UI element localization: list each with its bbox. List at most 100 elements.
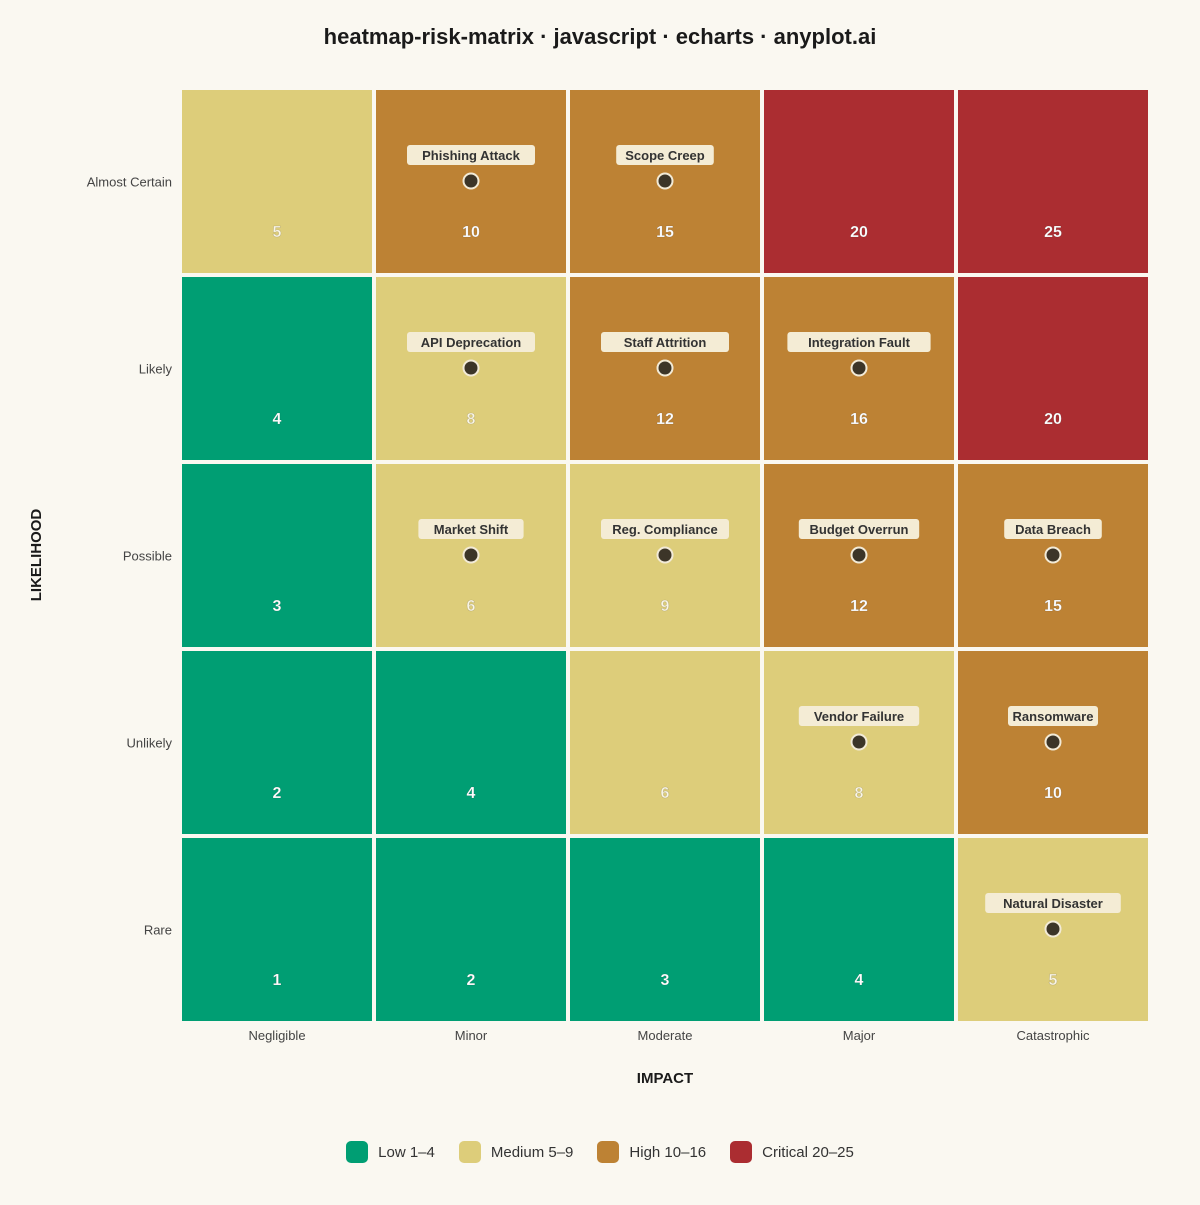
risk-point[interactable]	[656, 172, 674, 190]
risk-marker[interactable]: Data Breach	[1004, 519, 1102, 564]
risk-label: Scope Creep	[625, 148, 705, 163]
risk-point[interactable]	[1044, 920, 1062, 938]
risk-markers: Phishing Attack Scope Creep API Deprecatio…	[407, 145, 1121, 938]
cell-score-label: 15	[656, 224, 674, 241]
risk-point[interactable]	[462, 359, 480, 377]
legend-item[interactable]: High 10–16	[597, 1141, 706, 1163]
risk-point[interactable]	[850, 546, 868, 564]
matrix-cell	[764, 838, 954, 1021]
x-axis-ticks: Negligible Minor Moderate Major Catastrophic	[248, 1028, 1090, 1043]
y-tick-label: Unlikely	[126, 736, 172, 751]
risk-marker[interactable]: Scope Creep	[616, 145, 714, 190]
y-tick-label: Likely	[139, 362, 173, 377]
risk-marker[interactable]: Integration Fault	[787, 332, 931, 377]
cell-score-label: 1	[273, 972, 282, 989]
risk-label: Market Shift	[434, 522, 509, 537]
risk-label: Budget Overrun	[810, 522, 909, 537]
risk-label-box	[601, 519, 729, 539]
x-axis-title: IMPACT	[637, 1070, 693, 1087]
risk-marker[interactable]: Ransomware	[1008, 706, 1098, 751]
risk-point[interactable]	[850, 359, 868, 377]
risk-marker[interactable]: Market Shift	[418, 519, 524, 564]
risk-point[interactable]	[462, 172, 480, 190]
y-axis-title: LIKELIHOOD	[28, 509, 45, 602]
risk-point[interactable]	[656, 546, 674, 564]
risk-label-box	[407, 145, 535, 165]
matrix-cell	[182, 838, 372, 1021]
risk-label: Staff Attrition	[624, 335, 707, 350]
matrix-cell	[182, 277, 372, 460]
cell-score-label: 5	[273, 224, 282, 241]
legend: Low 1–4 Medium 5–9 High 10–16 Critical 20–2…	[0, 1141, 1200, 1163]
risk-label: Ransomware	[1013, 709, 1094, 724]
legend-item[interactable]: Critical 20–25	[730, 1141, 854, 1163]
risk-label-box	[798, 706, 920, 726]
risk-marker[interactable]: API Deprecation	[407, 332, 535, 377]
risk-label: Integration Fault	[808, 335, 911, 350]
cell-score-label: 3	[273, 598, 282, 615]
legend-item[interactable]: Medium 5–9	[458, 1141, 573, 1163]
legend-swatch	[346, 1141, 369, 1163]
legend-label: Critical 20–25	[762, 1143, 854, 1161]
y-tick-label: Rare	[144, 923, 172, 938]
risk-label-box	[1004, 519, 1102, 539]
matrix-cell	[958, 90, 1148, 273]
cell-score-label: 25	[1044, 224, 1062, 241]
x-tick-label: Negligible	[248, 1028, 305, 1043]
risk-point[interactable]	[850, 733, 868, 751]
x-tick-label: Minor	[455, 1028, 488, 1043]
cell-score-label: 6	[661, 785, 670, 802]
matrix-cell	[958, 277, 1148, 460]
matrix-cell	[376, 838, 566, 1021]
risk-point[interactable]	[656, 359, 674, 377]
risk-marker[interactable]: Reg. Compliance	[601, 519, 729, 564]
legend-swatch	[730, 1141, 753, 1163]
x-tick-label: Moderate	[638, 1028, 693, 1043]
risk-label-box	[787, 332, 931, 352]
y-axis-ticks: Almost Certain Likely Possible Unlikely Rare	[87, 175, 173, 938]
matrix-cell	[182, 651, 372, 834]
cell-score-label: 9	[661, 598, 670, 615]
risk-label-box	[616, 145, 714, 165]
cell-score-label: 12	[850, 598, 868, 615]
matrix-cell	[570, 838, 760, 1021]
risk-label-box	[1008, 706, 1098, 726]
risk-label: Data Breach	[1015, 522, 1091, 537]
risk-point[interactable]	[1044, 546, 1062, 564]
matrix-cell	[764, 90, 954, 273]
risk-label: API Deprecation	[421, 335, 521, 350]
y-tick-label: Almost Certain	[87, 175, 172, 190]
risk-marker[interactable]: Vendor Failure	[798, 706, 920, 751]
risk-label-box	[407, 332, 535, 352]
legend-label: Low 1–4	[378, 1143, 435, 1161]
risk-label-box	[985, 893, 1121, 913]
cell-score-label: 10	[1044, 785, 1062, 802]
risk-point[interactable]	[462, 546, 480, 564]
cell-score-label: 5	[1049, 972, 1058, 989]
risk-marker[interactable]: Natural Disaster	[985, 893, 1121, 938]
legend-swatch	[597, 1141, 620, 1163]
cell-score-label: 4	[467, 785, 476, 802]
risk-marker[interactable]: Staff Attrition	[601, 332, 729, 377]
cell-score-label: 2	[467, 972, 476, 989]
cell-score-label: 3	[661, 972, 670, 989]
matrix-cell	[182, 90, 372, 273]
cell-score-label: 4	[855, 972, 864, 989]
legend-label: High 10–16	[629, 1143, 707, 1161]
chart-title: heatmap-risk-matrix · javascript · echar…	[324, 24, 877, 49]
legend-item[interactable]: Low 1–4	[346, 1141, 435, 1163]
risk-label: Natural Disaster	[1003, 896, 1103, 911]
risk-label: Phishing Attack	[422, 148, 521, 163]
risk-label-box	[601, 332, 729, 352]
risk-label-box	[418, 519, 524, 539]
matrix-cell	[182, 464, 372, 647]
risk-point[interactable]	[1044, 733, 1062, 751]
cell-score-label: 8	[855, 785, 864, 802]
x-tick-label: Catastrophic	[1017, 1028, 1090, 1043]
cell-score-label: 2	[273, 785, 282, 802]
risk-marker[interactable]: Budget Overrun	[798, 519, 920, 564]
risk-marker[interactable]: Phishing Attack	[407, 145, 535, 190]
risk-label-box	[798, 519, 920, 539]
